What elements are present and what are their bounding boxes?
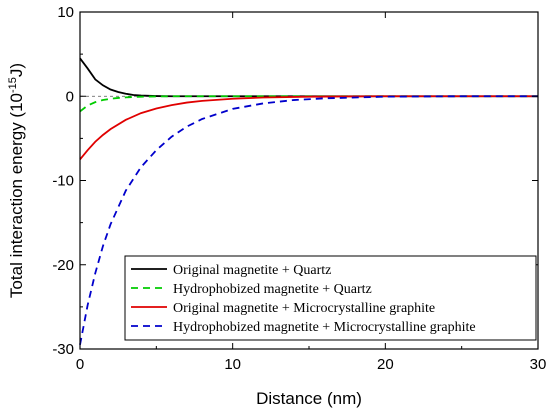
- y-axis-title-unit: J): [7, 63, 26, 77]
- y-tick-label: 10: [57, 4, 74, 21]
- legend: Original magnetite + Quartz Hydrophobized…: [124, 255, 537, 341]
- legend-label-2: Hydrophobized magnetite + Quartz: [173, 282, 372, 297]
- legend-label-1: Original magnetite + Quartz: [173, 263, 331, 278]
- y-tick-label: -20: [52, 257, 74, 274]
- y-axis-title-main: Total interaction energy (10: [7, 93, 26, 298]
- x-tick-label: 30: [530, 356, 547, 373]
- plot-layer: [79, 57, 538, 345]
- series-line-4: [79, 95, 538, 345]
- y-tick-label: -30: [52, 341, 74, 358]
- y-axis-title-exponent: -15: [7, 77, 19, 93]
- y-tick-label: -10: [52, 173, 74, 190]
- x-axis-title: Distance (nm): [256, 389, 362, 408]
- x-tick-label: 10: [224, 356, 241, 373]
- series-line-3: [79, 95, 538, 161]
- axes-layer: 0 10 20 30 -30 -20 -10 0 10: [52, 4, 546, 373]
- series-line-1: [79, 57, 538, 98]
- x-tick-label: 20: [377, 356, 394, 373]
- x-tick-label: 0: [76, 356, 84, 373]
- legend-label-4: Hydrophobized magnetite + Microcrystalli…: [173, 320, 476, 335]
- y-axis-title: Total interaction energy (10-15J): [7, 63, 26, 298]
- y-tick-label: 0: [66, 88, 74, 105]
- legend-box: [124, 255, 537, 341]
- legend-label-3: Original magnetite + Microcrystalline gr…: [173, 301, 435, 316]
